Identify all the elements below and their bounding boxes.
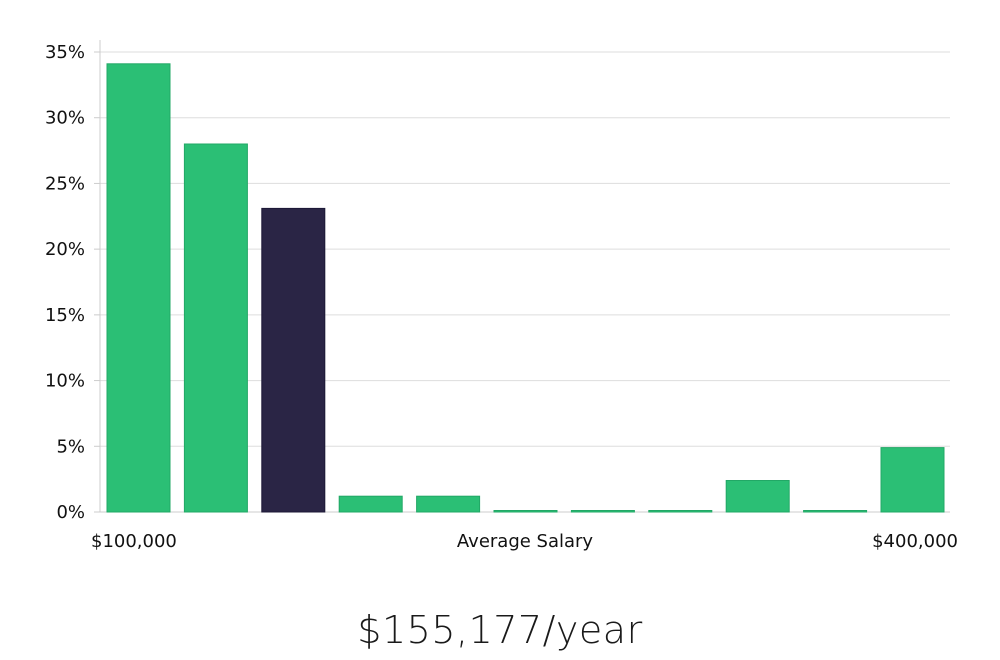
x-start-label: $100,000 — [91, 531, 177, 552]
x-axis-title: Average Salary — [457, 531, 594, 552]
bar — [880, 447, 945, 513]
y-tick-label: 10% — [45, 371, 85, 392]
y-tick-label: 20% — [45, 239, 85, 260]
bar — [725, 480, 790, 513]
y-tick-label: 5% — [56, 436, 85, 457]
y-tick-label: 35% — [45, 42, 85, 63]
bar — [106, 63, 171, 513]
x-end-label: $400,000 — [872, 531, 958, 552]
y-tick-label: 15% — [45, 305, 85, 326]
y-tick-label: 25% — [45, 173, 85, 194]
bar — [338, 495, 403, 513]
bar — [648, 510, 713, 513]
bar — [416, 495, 481, 513]
bar — [183, 143, 248, 513]
bar — [803, 510, 868, 513]
y-axis-ticks: 0% 5% 10% 15% 20% 25% 30% 35% — [45, 42, 100, 523]
bar — [493, 510, 558, 513]
bars — [106, 63, 945, 513]
y-tick-label: 0% — [56, 502, 85, 523]
average-salary-value: $155,177/year — [357, 608, 643, 652]
bar-highlighted — [261, 207, 326, 513]
salary-distribution-chart: 0% 5% 10% 15% 20% 25% 30% 35% $100,000 Average … — [45, 40, 958, 552]
bar — [570, 510, 635, 513]
y-tick-label: 30% — [45, 108, 85, 129]
